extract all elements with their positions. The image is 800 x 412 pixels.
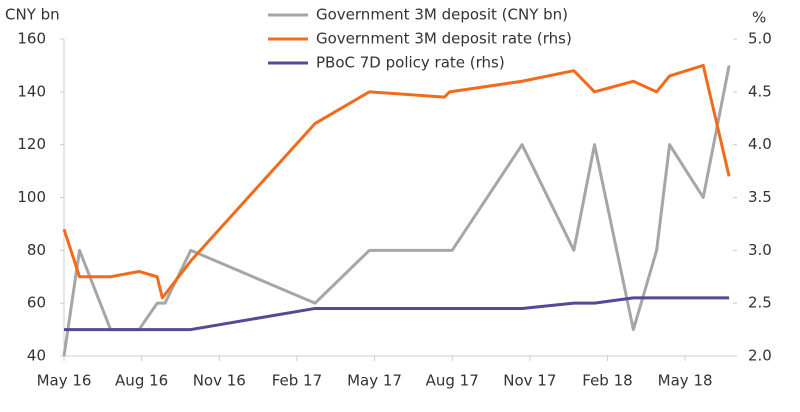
y2-axis-label: % [752,9,766,27]
x-tick-label: Aug 17 [426,372,479,390]
series-line [62,63,731,300]
y-tick-label: 140 [17,82,46,100]
y-axis-label: CNY bn [5,6,60,24]
y-tick-label: 60 [27,294,46,312]
y-tick-label: 160 [17,30,46,48]
x-tick-label: Aug 16 [115,372,168,390]
y-tick-label: 120 [17,135,46,153]
x-tick-label: Nov 17 [503,372,556,390]
y2-tick-label: 4.5 [748,82,772,100]
legend-label: PBoC 7D policy rate (rhs) [316,54,505,72]
y-tick-label: 80 [27,241,46,259]
y-tick-label: 100 [17,188,46,206]
series-line [64,296,730,332]
x-tick-label: Feb 18 [582,372,632,390]
y2-tick-label: 5.0 [748,30,772,48]
series-line [62,65,731,357]
y-tick-label: 40 [27,347,46,365]
x-tick-label: Feb 17 [272,372,322,390]
y2-tick-label: 3.5 [748,188,772,206]
y2-tick-label: 2.5 [748,294,772,312]
x-tick-label: Nov 16 [193,372,246,390]
x-tick-label: May 18 [658,372,713,390]
legend-label: Government 3M deposit rate (rhs) [316,30,572,48]
y2-tick-label: 4.0 [748,135,772,153]
x-tick-label: May 17 [347,372,402,390]
y2-tick-label: 2.0 [748,347,772,365]
legend-label: Government 3M deposit (CNY bn) [316,6,568,24]
x-tick-label: May 16 [37,372,92,390]
y2-tick-label: 3.0 [748,241,772,259]
